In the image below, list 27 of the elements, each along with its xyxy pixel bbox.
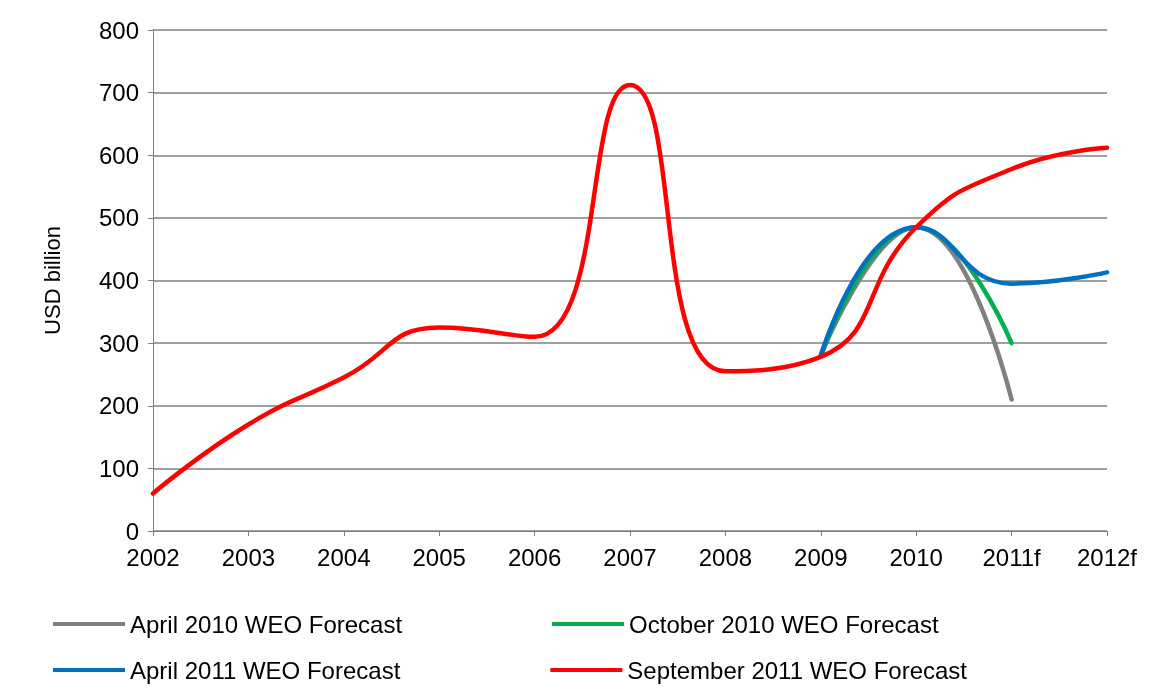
- legend-label: April 2010 WEO Forecast: [130, 610, 403, 638]
- legend-label: October 2010 WEO Forecast: [629, 610, 939, 638]
- y-tick-label: 400: [98, 267, 139, 294]
- y-tick-label: 100: [98, 454, 139, 482]
- x-tick-label: 2002: [126, 543, 180, 571]
- line-series: [818, 225, 1110, 358]
- y-tick-label: 500: [98, 204, 139, 232]
- x-tick-label: 2009: [794, 543, 848, 571]
- x-tick-label: 2004: [317, 543, 371, 571]
- y-tick-label: 300: [98, 329, 139, 357]
- legend-label: September 2011 WEO Forecast: [627, 656, 968, 684]
- x-tick-label: 2006: [507, 543, 562, 571]
- x-tick-label: 2003: [221, 543, 276, 571]
- legend-label: April 2011 WEO Forecast: [130, 656, 401, 684]
- line-series: [150, 82, 1110, 496]
- y-tick-label: 600: [98, 141, 139, 169]
- x-tick-label: 2010: [889, 543, 943, 571]
- x-tick-label: 2008: [698, 543, 753, 571]
- x-tick-label: 2007: [603, 543, 657, 571]
- x-tick-label: 2012f: [1076, 543, 1138, 571]
- y-tick-label: 0: [125, 517, 139, 545]
- x-tick-label: 2005: [412, 543, 466, 571]
- y-tick-label: 800: [98, 16, 139, 44]
- y-tick-label: 700: [98, 79, 139, 107]
- y-tick-label: 200: [98, 392, 139, 420]
- x-tick-label: 2011f: [982, 543, 1042, 571]
- y-axis-title: USD billion: [39, 226, 65, 335]
